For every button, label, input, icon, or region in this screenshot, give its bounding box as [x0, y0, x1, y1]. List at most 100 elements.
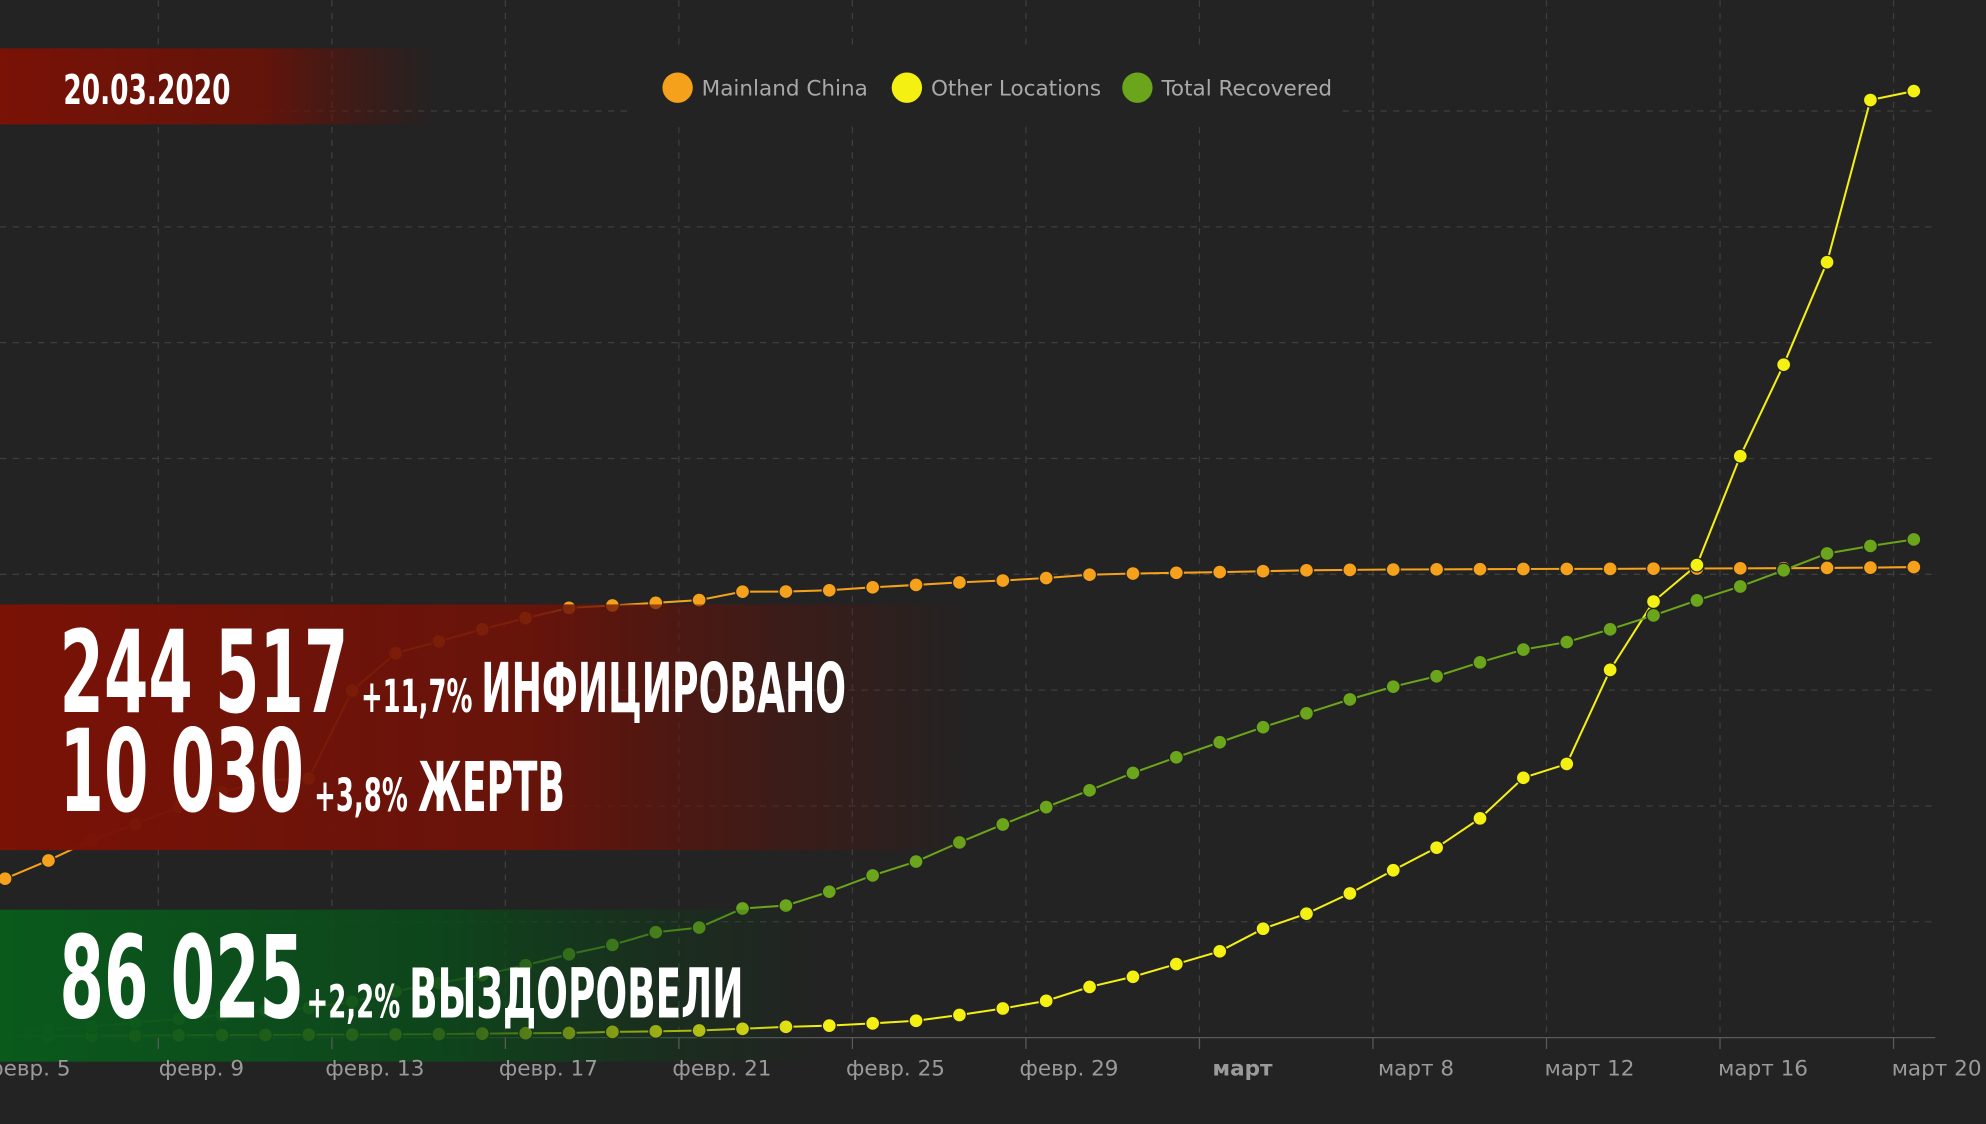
- data-point: [1212, 943, 1228, 959]
- data-point: [1689, 592, 1705, 608]
- data-point: [1515, 641, 1531, 658]
- recovered-panel: [0, 909, 824, 1062]
- data-point: [1212, 564, 1228, 580]
- date-badge: [0, 48, 437, 125]
- stat-total: 244 517: [60, 606, 349, 739]
- data-point: [1038, 799, 1054, 815]
- data-point: [1862, 538, 1879, 554]
- data-point: [40, 852, 57, 869]
- data-point: [1515, 770, 1531, 786]
- legend-label: Mainland China: [702, 76, 868, 101]
- data-point: [1472, 654, 1488, 670]
- data-point: [908, 853, 924, 870]
- data-point: [1255, 921, 1271, 937]
- data-point: [1429, 840, 1445, 856]
- data-point: [1776, 357, 1792, 373]
- data-point: [1255, 563, 1271, 579]
- data-point: [1342, 885, 1358, 902]
- data-point: [865, 579, 881, 595]
- data-point: [1298, 705, 1315, 721]
- data-point: [1385, 862, 1401, 878]
- data-point: [1819, 254, 1835, 270]
- x-tick-label: март: [1213, 1057, 1274, 1082]
- data-point: [865, 1015, 881, 1031]
- legend-swatch: [662, 72, 693, 103]
- x-axis: февр. 5 февр. 9 февр. 13 февр. 17 февр. 21 фе…: [0, 1037, 1982, 1082]
- data-point: [1732, 560, 1748, 576]
- data-point: [1472, 561, 1488, 577]
- legend-label: Total Recovered: [1160, 76, 1332, 101]
- data-point: [865, 867, 881, 884]
- legend: Mainland China Other Locations Total Recov…: [662, 72, 1332, 103]
- data-point: [1906, 531, 1922, 548]
- data-point: [1385, 561, 1401, 578]
- x-tick-label: март 16: [1718, 1057, 1808, 1082]
- stat-change: +3,8%: [314, 769, 408, 822]
- data-point: [1255, 719, 1271, 735]
- data-point: [1732, 448, 1748, 464]
- data-point: [951, 1007, 968, 1023]
- x-tick-label: февр. 29: [1019, 1057, 1118, 1082]
- data-point: [1645, 607, 1662, 624]
- data-point: [995, 572, 1011, 589]
- x-tick-label: февр. 9: [159, 1057, 244, 1082]
- data-point: [1298, 906, 1315, 922]
- legend-label: Other Locations: [931, 76, 1101, 101]
- data-point: [908, 1013, 924, 1029]
- data-point: [995, 816, 1011, 833]
- stat-total: 86 025: [60, 911, 304, 1044]
- data-point: [1515, 561, 1531, 577]
- data-point: [1168, 749, 1184, 765]
- data-point: [1819, 545, 1835, 562]
- data-point: [1342, 691, 1358, 708]
- data-point: [1081, 782, 1098, 798]
- data-point: [1081, 979, 1098, 995]
- data-point: [1168, 956, 1184, 972]
- data-point: [1602, 561, 1618, 577]
- stat-change: +2,2%: [307, 975, 401, 1028]
- data-point: [1559, 756, 1575, 772]
- data-point: [1472, 810, 1488, 826]
- data-point: [1776, 562, 1792, 578]
- data-point: [1125, 565, 1141, 582]
- data-point: [1212, 734, 1228, 750]
- data-point: [1906, 83, 1922, 99]
- stat-label: ВЫЗДОРОВЕЛИ: [409, 955, 743, 1034]
- data-point: [734, 584, 751, 600]
- data-point: [908, 577, 924, 593]
- data-point: [1342, 562, 1358, 578]
- data-point: [1862, 560, 1879, 576]
- stat-label: ИНФИЦИРОВАНО: [481, 650, 846, 729]
- data-point: [1125, 765, 1141, 781]
- data-point: [1645, 561, 1662, 577]
- data-point: [1038, 993, 1054, 1009]
- data-point: [1429, 668, 1445, 684]
- data-point: [1429, 561, 1445, 577]
- data-point: [1168, 565, 1184, 581]
- x-tick-label: февр. 17: [499, 1057, 598, 1082]
- data-point: [1906, 559, 1922, 575]
- infected-panel: [0, 604, 976, 851]
- x-tick-label: март 8: [1378, 1057, 1454, 1082]
- data-point: [778, 583, 794, 600]
- data-point: [1081, 567, 1098, 583]
- data-point: [1645, 593, 1662, 610]
- date-label: 20.03.2020: [63, 66, 230, 114]
- data-point: [1602, 662, 1618, 678]
- data-point: [1819, 560, 1835, 576]
- legend-background: [633, 50, 1341, 125]
- data-point: [995, 1000, 1011, 1017]
- data-point: [1038, 570, 1054, 586]
- data-point: [1689, 557, 1705, 573]
- data-point: [1602, 621, 1618, 637]
- x-tick-label: февр. 5: [0, 1057, 71, 1082]
- stat-total: 10 030: [60, 705, 304, 838]
- legend-swatch: [891, 72, 923, 103]
- stat-change: +11,7%: [361, 670, 472, 723]
- x-tick-label: март 12: [1545, 1057, 1635, 1082]
- data-point: [1732, 578, 1748, 595]
- x-tick-label: февр. 13: [325, 1057, 424, 1082]
- data-point: [821, 582, 837, 598]
- data-point: [1385, 679, 1401, 695]
